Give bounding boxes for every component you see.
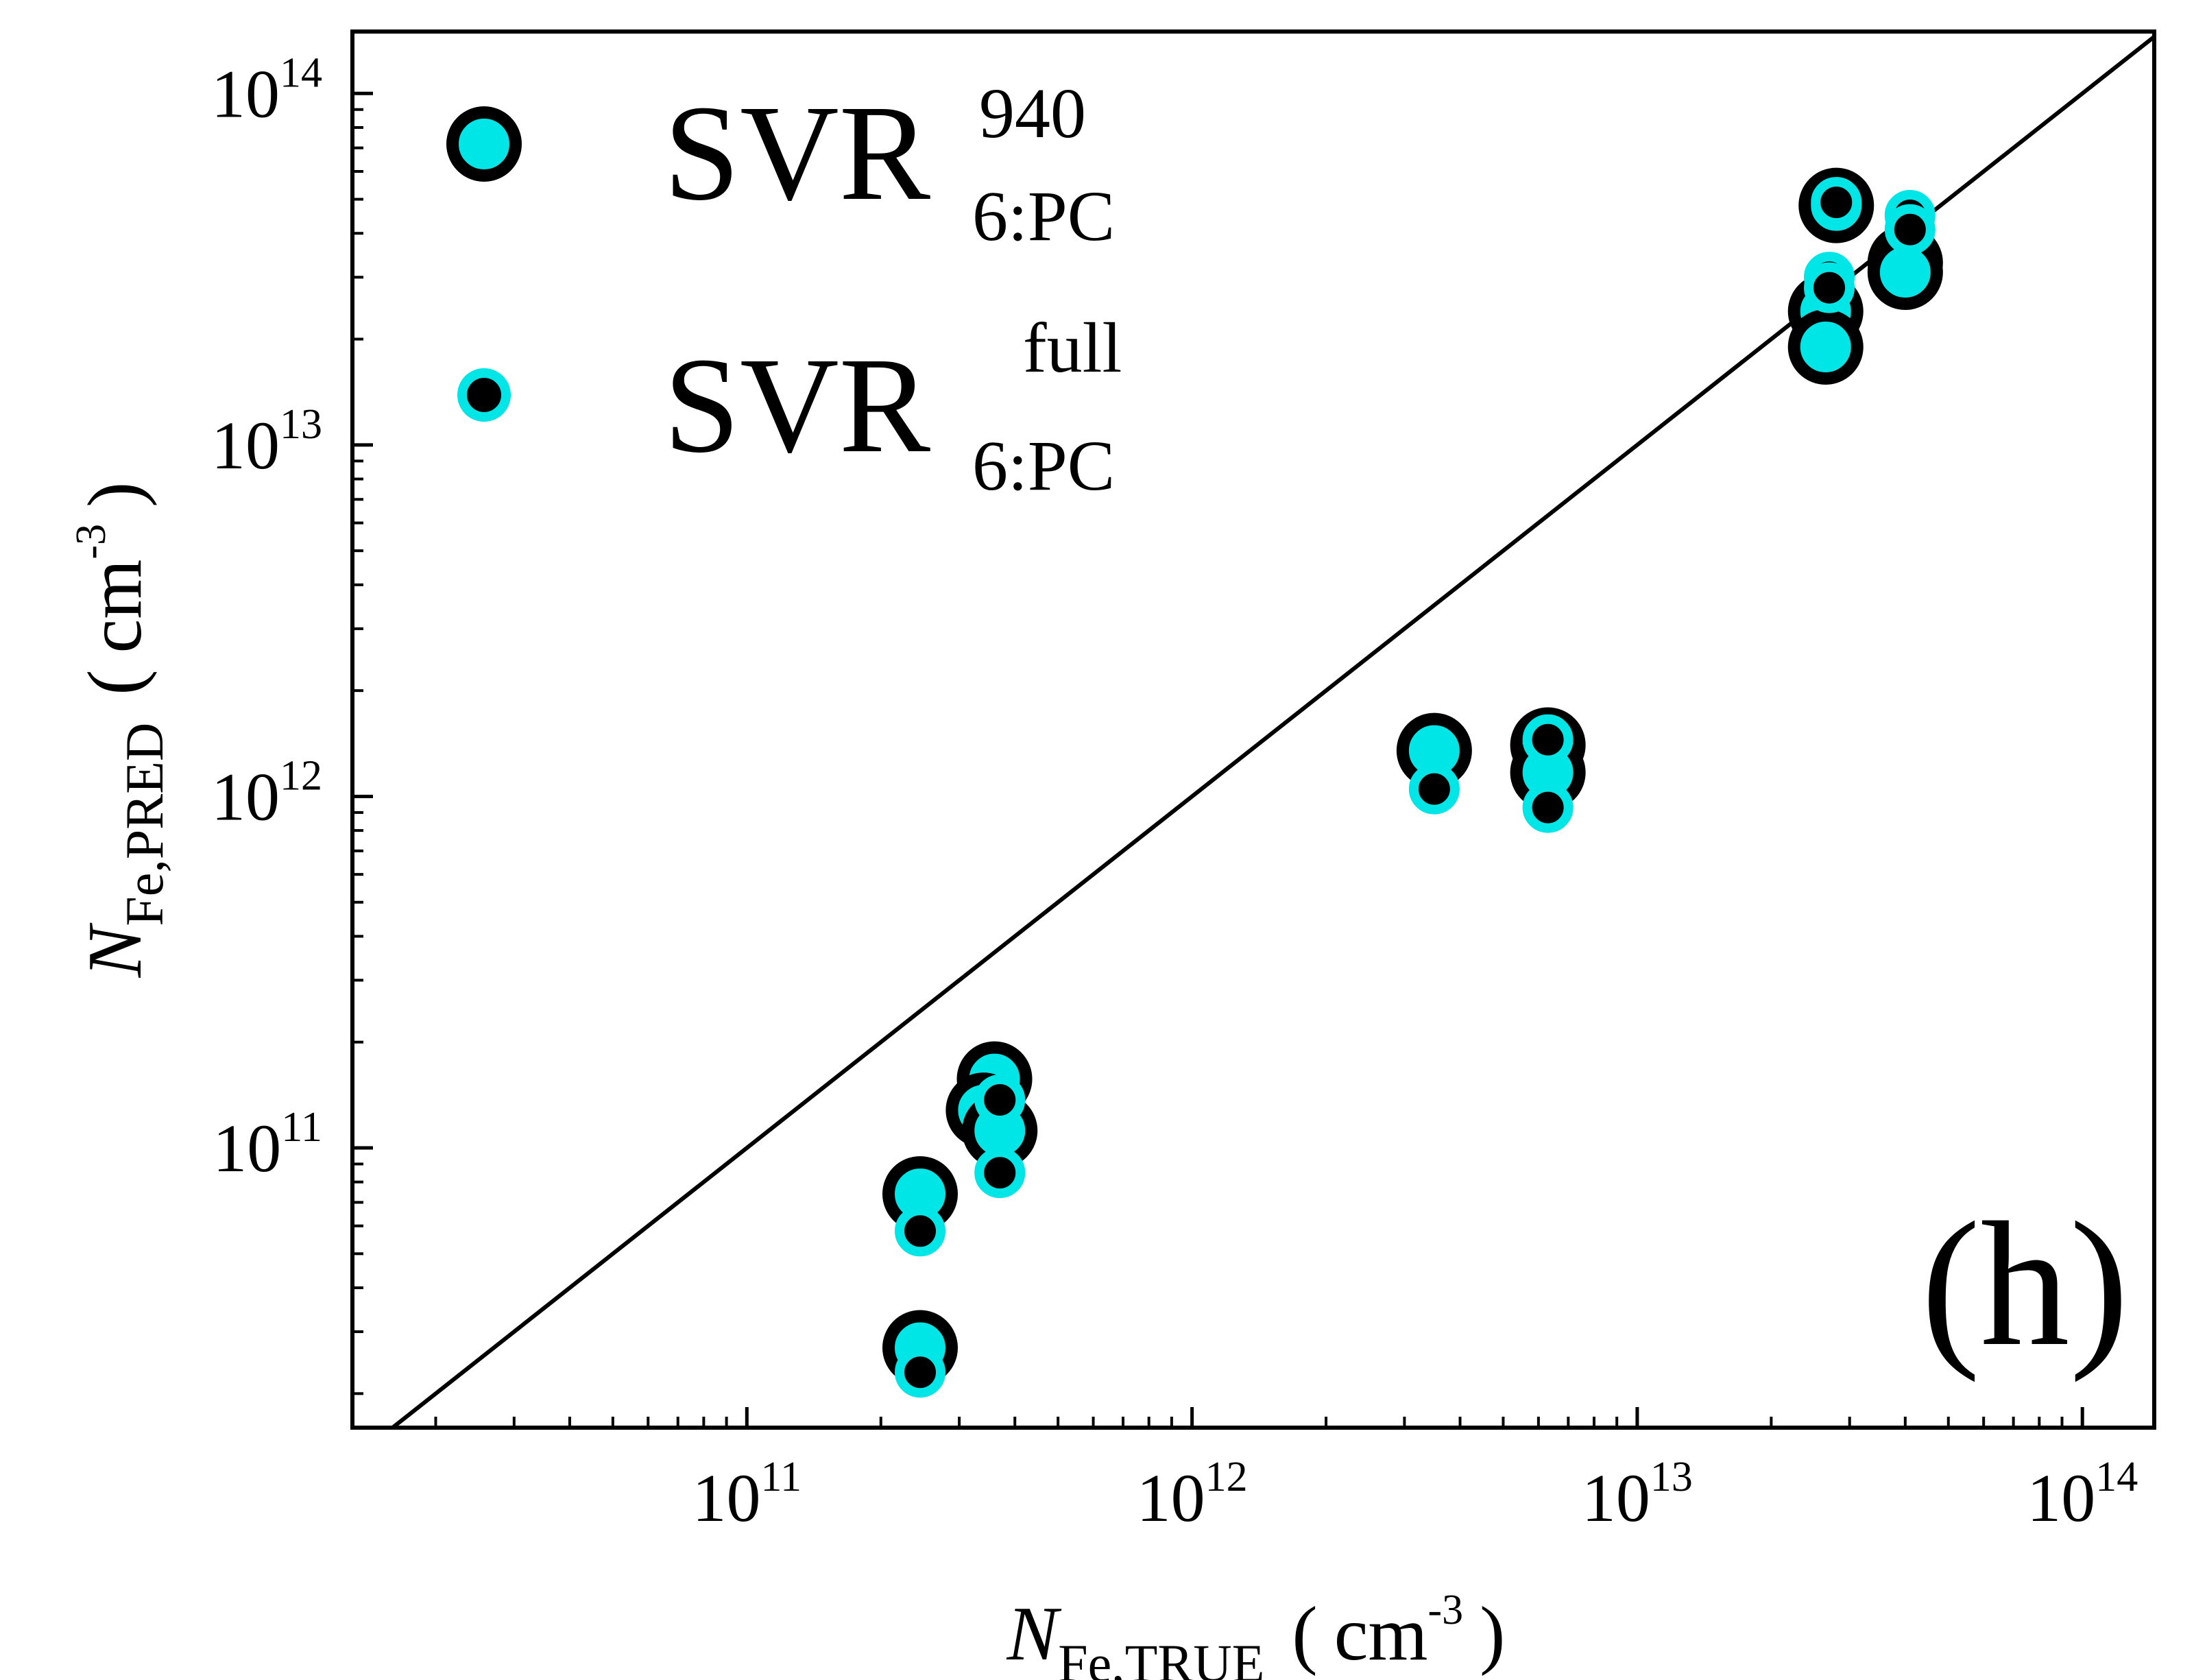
x-tick-label: 1014 bbox=[2027, 1454, 2138, 1536]
y-axis-unit-exp: -3 bbox=[68, 524, 114, 560]
x-axis-title: NFe,TRUE (cm-3) bbox=[1006, 1587, 1506, 1680]
x-axis-unit-close: ) bbox=[1480, 1592, 1505, 1677]
svr-full-point bbox=[1884, 204, 1936, 255]
y-tick-label: 1014 bbox=[211, 49, 322, 132]
legend-marker-svr-full bbox=[457, 368, 511, 422]
y-axis-unit: cm bbox=[73, 560, 158, 653]
svr-full-point bbox=[895, 1347, 946, 1398]
svr-full-point bbox=[974, 1074, 1026, 1125]
x-tick-label: 1013 bbox=[1582, 1454, 1693, 1536]
data-points bbox=[882, 167, 1943, 1398]
panel-label: (h) bbox=[1921, 1186, 2129, 1383]
x-axis-unit-exp: -3 bbox=[1428, 1587, 1464, 1633]
y-axis-title: NFe,PRED ( cm-3) bbox=[68, 482, 174, 979]
y-tick-label: 1013 bbox=[211, 401, 322, 483]
y-tick-label: 1012 bbox=[211, 752, 322, 835]
x-axis-unit-open: ( bbox=[1292, 1592, 1317, 1677]
svr-full-point bbox=[1522, 782, 1574, 833]
y-axis-unit-close: ) bbox=[73, 482, 158, 507]
legend-sub-svr-full: 6:PC bbox=[972, 427, 1115, 505]
y-axis-subscript: Fe,PRED bbox=[114, 723, 174, 926]
svr-full-point bbox=[974, 1147, 1026, 1199]
identity-line bbox=[389, 34, 2154, 1428]
x-axis-unit: cm bbox=[1334, 1592, 1428, 1677]
y-tick-label: 1011 bbox=[213, 1104, 322, 1186]
svr-full-point bbox=[1408, 763, 1460, 815]
legend-sup-svr-full: full bbox=[1023, 309, 1122, 387]
svr-full-point bbox=[895, 1205, 946, 1257]
y-axis-unit-open: ( bbox=[73, 669, 158, 695]
x-tick-label: 1011 bbox=[692, 1454, 801, 1536]
x-axis-symbol: N bbox=[1006, 1592, 1062, 1677]
svr-full-point bbox=[1804, 262, 1855, 313]
tick-labels: 1011 1012 1013 1014 1011 1012 1013 1014 bbox=[211, 49, 2138, 1536]
svr-full-point bbox=[1522, 714, 1574, 765]
legend-sub-svr-940: 6:PC bbox=[972, 177, 1115, 256]
legend-marker-svr-940 bbox=[446, 106, 522, 182]
x-tick-label: 1012 bbox=[1137, 1454, 1248, 1536]
legend-label-svr-full: SVR bbox=[664, 330, 931, 481]
svr-940-point bbox=[1787, 309, 1864, 385]
legend-label-svr-940: SVR bbox=[664, 77, 931, 229]
y-axis-symbol: N bbox=[73, 922, 158, 978]
legend: SVR 940 6:PC SVR full 6:PC bbox=[446, 74, 1122, 505]
plot-frame bbox=[350, 29, 2156, 1430]
x-axis-subscript: Fe,TRUE bbox=[1058, 1633, 1264, 1680]
legend-sup-svr-940: 940 bbox=[979, 74, 1086, 153]
svr-full-point bbox=[1811, 177, 1862, 228]
